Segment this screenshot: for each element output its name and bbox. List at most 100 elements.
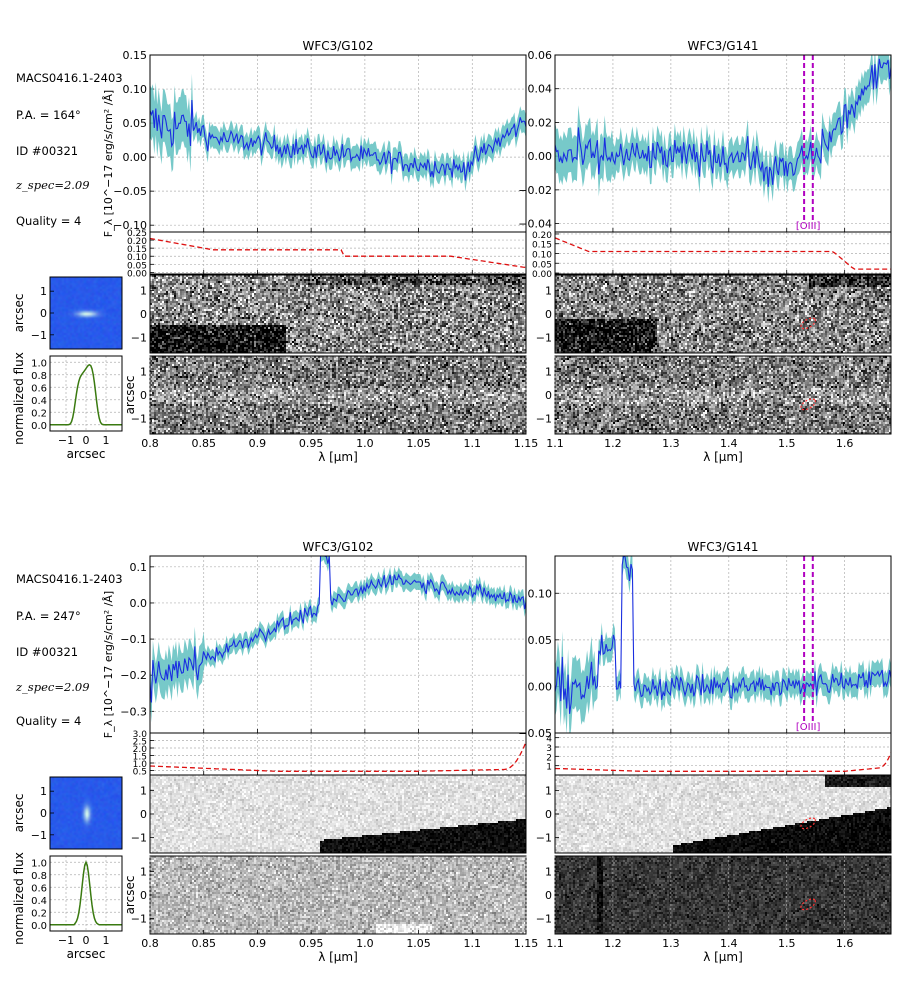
y-tick-label: 0 [40,807,47,820]
x-tick-label: 1.5 [778,937,796,950]
thumbnail-stamp: 1 0 −1 arcsec [12,776,123,850]
residual-2d-image [150,856,526,934]
x-tick-label: 1.2 [604,937,622,950]
x-tick-label: 1.2 [604,437,622,450]
y-tick-label: −0.1 [120,633,147,646]
x-tick-label: −1 [58,934,74,947]
y-tick-label: 0.8 [31,371,47,382]
y-tick-label: −0.05 [518,727,552,740]
residual-2d-image [555,356,891,434]
error-band [150,73,526,192]
noise-curve [149,741,527,772]
x-tick-label: 0.8 [141,937,159,950]
y-tick-label: 0.2 [31,408,47,419]
y-tick-label: 0.04 [528,83,553,96]
y-tick-label: 0.8 [31,871,47,882]
spatial-profile: 1.0 0.80.6 0.40.2 0.0 −1 0 1 normalized flux arc… [12,352,123,461]
y-tick-label: 0 [40,307,47,320]
y-tick-label: 0.6 [31,883,47,894]
y-tick-label: 1.0 [133,760,148,770]
line-marker-ellipse [800,398,816,411]
y-tick-label: 0 [140,889,147,902]
object-id: ID #00321 [16,645,79,659]
y-tick-label: 1 [40,785,47,798]
redshift: z_spec=2.09 [16,680,90,694]
y-tick-label: 2.0 [133,745,148,755]
y-tick-label: 0 [545,808,552,821]
y-tick-label: −0.05 [113,185,147,198]
x-tick-label: 1.05 [406,437,431,450]
y-tick-label: 1 [545,784,552,797]
axes-frame [49,355,123,432]
spectrum-plot [150,73,526,192]
spectrum-2d-image [150,775,526,853]
y-tick-label: 2 [546,753,552,763]
quality: Quality = 4 [16,714,82,728]
y-tick-label: 0.5 [133,768,147,778]
position-angle: P.A. = 164° [16,108,81,122]
x-tick-label: 1.0 [356,937,374,950]
y-tick-label: 0.20 [532,231,552,241]
position-angle: P.A. = 247° [16,609,81,623]
x-tick-label: 1.6 [836,437,854,450]
y-tick-label: −1 [131,913,147,926]
y-tick-label: 0.10 [127,253,147,263]
y-tick-label: 1 [546,763,552,773]
noise-curve [554,237,891,270]
x-tick-label: 0.95 [299,437,324,450]
y-tick-label: 0.02 [528,116,553,129]
y-tick-label: 1 [40,285,47,298]
y-tick-label: −1 [131,332,147,345]
x-tick-label: 0.9 [249,937,267,950]
profile-xlabel: arcsec [67,947,106,961]
y-tick-label: 0.05 [532,260,552,270]
y-tick-label: 0.15 [127,245,147,255]
stamp-image [50,777,122,849]
y-tick-label: −1 [131,413,147,426]
x-tick-label: 0.9 [249,437,267,450]
y-tick-label: 2.5 [133,738,147,748]
x-tick-label: 1.15 [514,937,539,950]
stamp-image [50,277,122,349]
profile-xlabel: arcsec [67,447,106,461]
y-tick-label: 0.00 [127,269,147,279]
line-marker-ellipse [800,817,816,830]
cluster-name: MACS0416.1-2403 [16,572,123,586]
x-tick-label: 1.1 [546,437,564,450]
oiii-label: [OIII] [796,221,821,232]
y-tick-label: 0.10 [532,250,552,260]
profile-line [50,860,122,926]
axes-frame [149,231,527,275]
error-band [555,55,891,204]
stamp-arcsec-label: arcsec [12,294,26,333]
g102-title: WFC3/G102 [302,540,373,554]
y-tick-label: 1 [140,365,147,378]
y-tick-label: 1 [140,865,147,878]
y-tick-label: 0.0 [130,597,148,610]
profile-ylabel: normalized flux [12,352,26,445]
y-tick-label: 1 [545,365,552,378]
x-tick-label: 1.4 [720,937,738,950]
y-tick-label: 0 [545,308,552,321]
residual-arcsec-label: arcsec [123,376,137,415]
y-tick-label: 0.2 [31,908,47,919]
error-band [555,556,891,733]
residual-arcsec-label: arcsec [123,876,137,915]
flux-axis-label: F_λ [10^−17 erg/s/cm² /Å] [102,90,115,237]
y-tick-label: 0.0 [31,921,47,932]
spectrum-plot [555,55,891,204]
y-tick-label: 0.10 [528,587,553,600]
y-tick-label: 1 [140,784,147,797]
residual-2d-image [150,356,526,434]
spectrum-2d-image [150,275,526,353]
y-tick-label: 0.0 [31,421,47,432]
x-tick-label: 1.1 [464,937,482,950]
y-tick-label: 0.06 [528,49,553,62]
x-tick-label: 1.15 [514,437,539,450]
x-tick-label: 1.4 [720,437,738,450]
object-id: ID #00321 [16,144,79,158]
y-tick-label: 0 [545,889,552,902]
cluster-name: MACS0416.1-2403 [16,71,123,85]
